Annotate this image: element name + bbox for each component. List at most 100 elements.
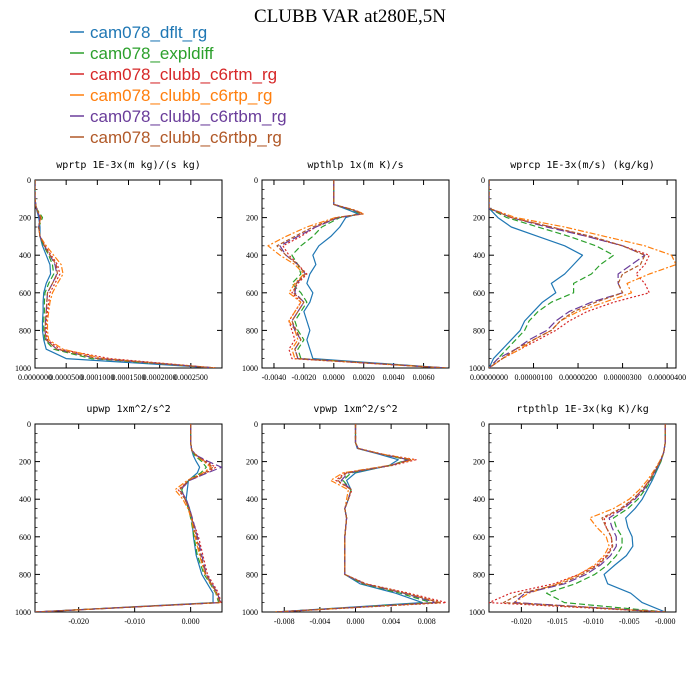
legend-label: cam078_expldiff	[90, 44, 214, 63]
y-tick-label: 0	[481, 420, 485, 429]
panel-title: wpthlp 1x(m K)/s	[307, 160, 403, 171]
y-tick-label: 800	[19, 326, 31, 335]
series-line-cam078_clubb_c6rtbm_rg	[513, 424, 666, 612]
series-line-cam078_dflt_rg	[303, 180, 447, 368]
series-group	[35, 180, 216, 368]
series-group	[275, 424, 447, 612]
panel-title: rtpthlp 1E-3x(kg K)/kg	[516, 404, 648, 415]
plot-frame	[261, 179, 450, 369]
series-line-cam078_clubb_c6rtp_rg	[489, 180, 676, 368]
series-line-cam078_clubb_c6rtbp_rg	[489, 180, 646, 368]
series-line-cam078_clubb_c6rtbp_rg	[276, 180, 447, 368]
y-tick-label: 400	[19, 495, 31, 504]
x-tick-label: -0.020	[68, 617, 89, 626]
y-tick-label: 600	[473, 533, 485, 542]
legend-label: cam078_clubb_c6rtbp_rg	[90, 128, 282, 147]
x-tick-label: -0.010	[124, 617, 145, 626]
y-tick-label: 1000	[15, 608, 31, 617]
series-line-cam078_expldiff	[35, 424, 220, 612]
y-tick-label: 800	[246, 326, 258, 335]
y-tick-label: 800	[19, 570, 31, 579]
series-line-cam078_clubb_c6rtbp_rg	[502, 424, 666, 612]
x-tick-label: -0.0040	[262, 373, 287, 382]
x-tick-label: -0.005	[619, 617, 640, 626]
y-tick-label: 0	[27, 420, 31, 429]
legend-label: cam078_clubb_c6rtp_rg	[90, 86, 272, 105]
series-line-cam078_clubb_c6rtbp_rg	[35, 180, 216, 368]
x-tick-label: 0.008	[418, 617, 436, 626]
y-tick-label: 200	[246, 214, 258, 223]
series-line-cam078_clubb_c6rtp_rg	[513, 424, 666, 612]
x-tick-label: 0.00000300	[604, 373, 642, 382]
x-tick-label: 0.00000000	[470, 373, 508, 382]
panel-1: wprtp 1E-3x(m kg)/(s kg) 0 200 400 600 800 100…	[15, 160, 223, 382]
x-tick-label: -0.0020	[292, 373, 317, 382]
y-tick-label: 400	[19, 251, 31, 260]
series-line-cam078_expldiff	[275, 424, 432, 612]
x-tick-label: 0.0002500	[174, 373, 208, 382]
y-tick-label: 600	[19, 533, 31, 542]
panel-title: upwp 1xm^2/s^2	[86, 404, 170, 415]
x-tick-label: -0.008	[274, 617, 295, 626]
panel-title: wprcp 1E-3x(m/s) (kg/kg)	[510, 160, 655, 171]
y-tick-label: 200	[19, 458, 31, 467]
x-tick-label: -0.000	[655, 617, 676, 626]
x-tick-label: 0.00000100	[515, 373, 553, 382]
y-tick-label: 600	[19, 289, 31, 298]
x-tick-label: 0.0001500	[112, 373, 146, 382]
x-tick-label: -0.020	[511, 617, 532, 626]
series-line-cam078_clubb_c6rtbm_rg	[275, 424, 437, 612]
series-line-cam078_clubb_c6rtbp_rg	[35, 424, 221, 612]
y-tick-label: 200	[19, 214, 31, 223]
y-tick-label: 1000	[15, 364, 31, 373]
x-tick-label: -0.010	[583, 617, 604, 626]
y-tick-label: 400	[246, 495, 258, 504]
x-tick-label: 0.0020	[353, 373, 375, 382]
series-line-cam078_clubb_c6rtm_rg	[489, 180, 650, 368]
series-line-cam078_expldiff	[489, 180, 615, 368]
x-tick-label: 0.0001000	[80, 373, 114, 382]
y-tick-label: 600	[473, 289, 485, 298]
y-tick-label: 800	[246, 570, 258, 579]
series-line-cam078_clubb_c6rtm_rg	[489, 424, 666, 612]
panels-group: wprtp 1E-3x(m kg)/(s kg) 0 200 400 600 800 100…	[15, 160, 686, 626]
y-tick-label: 1000	[469, 608, 485, 617]
x-tick-label: 0.0000500	[49, 373, 83, 382]
series-line-cam078_clubb_c6rtp_rg	[275, 424, 441, 612]
panel-6: rtpthlp 1E-3x(kg K)/kg 0 200 400 600 800 1000 -…	[469, 404, 677, 626]
panel-title: vpwp 1xm^2/s^2	[313, 404, 397, 415]
series-line-cam078_clubb_c6rtp_rg	[35, 180, 216, 368]
series-group	[489, 180, 676, 368]
panel-5: vpwp 1xm^2/s^2 0 200 400 600 800 1000 -0.008 -0.…	[242, 404, 450, 626]
y-tick-label: 600	[246, 533, 258, 542]
series-line-cam078_clubb_c6rtbm_rg	[35, 180, 216, 368]
series-line-cam078_clubb_c6rtbm_rg	[35, 424, 222, 612]
series-line-cam078_expldiff	[545, 424, 666, 612]
y-tick-label: 0	[481, 176, 485, 185]
panel-2: wpthlp 1x(m K)/s 0 200 400 600 800 1000 -0.0040…	[242, 160, 450, 382]
plot-frame	[488, 423, 677, 613]
plot-frame	[261, 423, 450, 613]
y-tick-label: 200	[473, 458, 485, 467]
x-tick-label: 0.004	[382, 617, 400, 626]
y-tick-label: 800	[473, 326, 485, 335]
series-line-cam078_expldiff	[291, 180, 447, 368]
y-tick-label: 1000	[242, 608, 258, 617]
series-group	[489, 424, 666, 612]
y-tick-label: 0	[254, 176, 258, 185]
plot-frame	[34, 179, 223, 369]
figure-title: CLUBB VAR at280E,5N	[254, 6, 446, 27]
series-line-cam078_dflt_rg	[35, 180, 216, 368]
panel-title: wprtp 1E-3x(m kg)/(s kg)	[56, 160, 201, 171]
y-tick-label: 400	[473, 495, 485, 504]
x-tick-label: 0.000	[182, 617, 200, 626]
y-tick-label: 400	[246, 251, 258, 260]
x-tick-label: 0.0000	[323, 373, 345, 382]
y-tick-label: 1000	[242, 364, 258, 373]
y-tick-label: 200	[246, 458, 258, 467]
x-tick-label: 0.00000400	[648, 373, 686, 382]
x-tick-label: 0.00000200	[559, 373, 597, 382]
x-tick-label: -0.015	[547, 617, 568, 626]
y-tick-label: 800	[473, 570, 485, 579]
x-tick-label: 0.0000000	[18, 373, 52, 382]
